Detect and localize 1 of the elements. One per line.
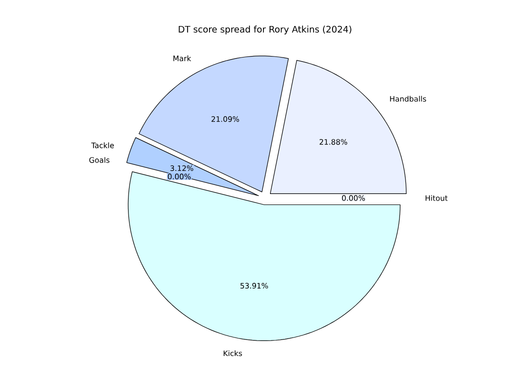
- chart-title: DT score spread for Rory Atkins (2024): [178, 26, 352, 34]
